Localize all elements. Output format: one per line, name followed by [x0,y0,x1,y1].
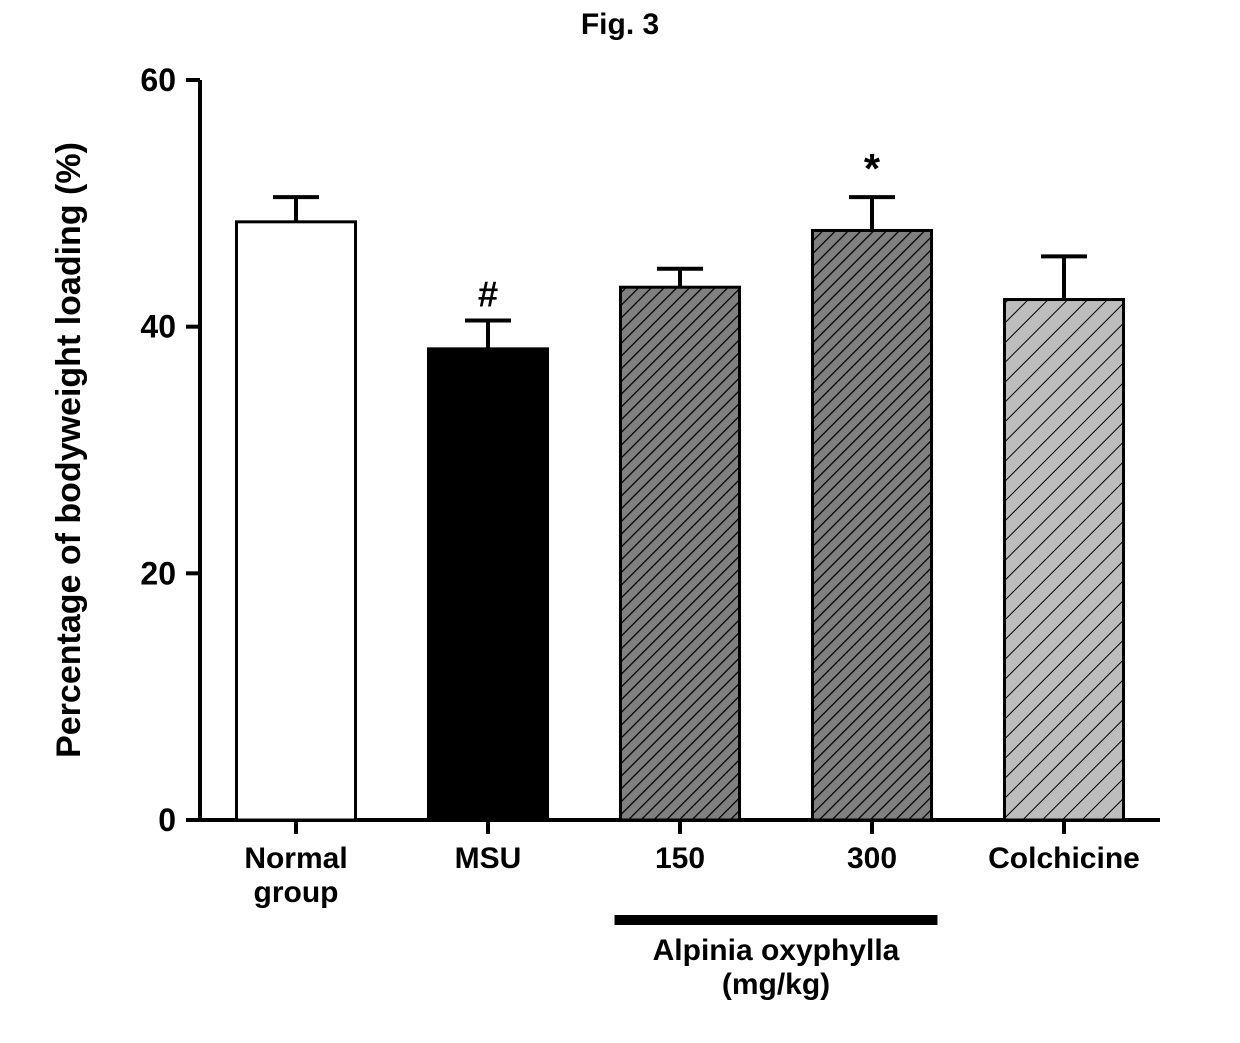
bar [812,230,931,820]
group-label: (mg/kg) [722,968,830,1001]
figure-container: Fig. 3 0 20 40 60 Percentage of bodyweight l… [0,0,1240,1043]
svg-text:20: 20 [140,555,176,591]
bar-annotation: # [478,274,498,315]
x-tick-label: 150 [655,842,705,875]
svg-text:40: 40 [140,309,176,345]
svg-text:60: 60 [140,62,176,98]
x-tick-label: 300 [847,842,897,875]
x-tick-label: MSU [455,842,522,875]
group-label: Alpinia oxyphylla [653,934,900,967]
figure-title: Fig. 3 [0,8,1240,42]
svg-text:0: 0 [158,802,176,838]
x-tick-label: Normal [244,842,347,875]
bar [236,222,355,820]
bar [428,349,547,820]
x-tick-label: group [254,876,339,909]
bar-chart: 0 20 40 60 Percentage of bodyweight loading … [0,60,1240,1040]
svg-text:Percentage of bodyweight loadi: Percentage of bodyweight loading (%) [50,142,88,758]
bar [620,287,739,820]
x-tick-label: Colchicine [988,842,1140,875]
bar-annotation: * [864,145,881,192]
bar [1004,300,1123,820]
